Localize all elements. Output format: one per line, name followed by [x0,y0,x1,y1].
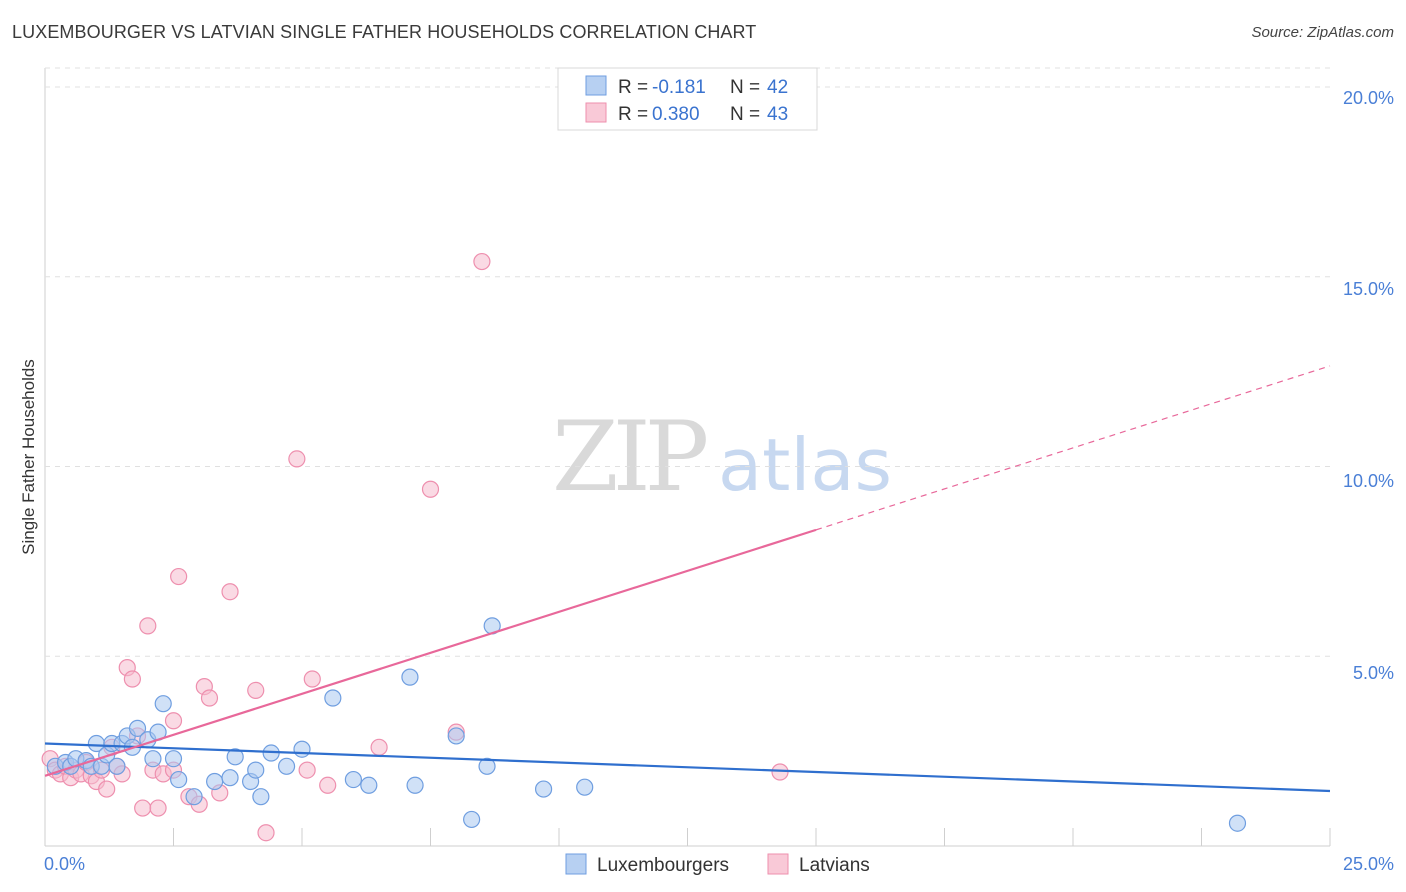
luxembourgers-point [144,750,162,768]
latvians-point [303,670,321,688]
latvians-point [288,450,306,468]
latvians-point [139,617,157,635]
luxembourgers-point [277,757,296,775]
latvians-point [221,583,239,601]
x-axis-ticks [44,828,1331,846]
series-label-luxembourgers: Luxembourgers [597,855,729,876]
x-tick-label-max: 25.0% [1343,854,1394,874]
luxembourgers-point [344,770,362,789]
latvians-point [370,738,388,756]
legend-n-label-2: N = [730,104,760,125]
legend-r-label-1: R = [618,77,648,98]
latvians-point [123,670,141,688]
latvians-point [319,776,337,794]
legend-r-value-1: -0.181 [652,77,706,98]
luxembourgers-point [360,776,378,794]
y-tick-label-10: 10.0% [1343,471,1394,491]
luxembourgers-point [463,810,481,829]
luxembourgers-point [576,778,594,796]
latvians-point [164,712,183,730]
y-axis-label: Single Father Households [19,359,38,555]
luxembourgers-point [221,769,239,787]
luxembourgers-point [534,780,553,798]
luxembourgers-point [252,788,270,806]
luxembourgers-point [206,772,224,791]
latvians-trend-line [44,528,817,777]
latvians-point [149,799,167,817]
latvians-point [473,252,491,271]
series-swatch-latvians [767,853,789,875]
series-swatch-luxembourgers [565,853,587,875]
luxembourgers-point [324,689,342,707]
luxembourgers-points [46,617,1247,832]
luxembourgers-point [247,761,265,779]
latvians-point [200,689,219,707]
watermark-atlas: atlas [718,423,892,507]
luxembourgers-point [478,757,496,775]
legend-r-label-2: R = [618,104,648,125]
latvians-point [421,480,440,498]
latvians-trend-extension [815,365,1331,531]
luxembourgers-point [1228,814,1247,832]
trend-lines [44,365,1331,793]
latvians-point [98,780,116,798]
luxembourgers-trend-line [44,742,1331,793]
legend-swatch-latvians [585,102,607,123]
legend-n-label-1: N = [730,77,760,98]
y-tick-label-20: 20.0% [1343,88,1394,108]
legend-swatch-luxembourgers [585,75,607,96]
luxembourgers-point [226,748,244,766]
correlation-legend: R = -0.181 N = 42 R = 0.380 N = 43 [557,67,818,131]
legend-r-value-2: 0.380 [652,104,700,125]
luxembourgers-point [293,740,311,758]
y-tick-label-15: 15.0% [1343,279,1394,299]
luxembourgers-point [164,750,183,768]
gridlines [45,67,1330,657]
luxembourgers-point [406,776,424,794]
latvians-point [134,799,152,817]
luxembourgers-point [447,727,465,745]
latvians-point [298,761,316,779]
legend-n-value-1: 42 [767,77,788,98]
source-credit: Source: ZipAtlas.com [1251,24,1394,41]
legend-n-value-2: 43 [767,104,788,125]
latvians-point [170,567,188,586]
y-tick-label-5: 5.0% [1353,663,1394,683]
latvians-point [771,763,789,781]
series-legend: Luxembourgers Latvians [565,853,870,876]
luxembourgers-point [185,788,203,806]
luxembourgers-point [154,695,172,713]
latvians-point [257,824,275,842]
luxembourgers-point [108,757,126,775]
luxembourgers-point [401,668,419,686]
watermark-zip: ZIP [552,401,707,513]
x-tick-label-min: 0.0% [44,854,85,874]
luxembourgers-point [128,719,147,737]
series-label-latvians: Latvians [799,855,870,876]
luxembourgers-point [170,770,188,789]
chart-title: LUXEMBOURGER VS LATVIAN SINGLE FATHER HO… [12,22,757,42]
latvians-point [247,681,265,700]
